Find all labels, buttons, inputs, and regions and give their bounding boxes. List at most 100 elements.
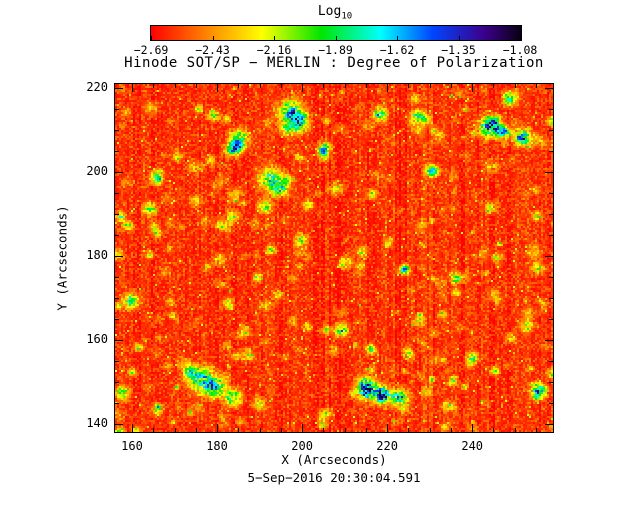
x-minor-tick	[493, 84, 495, 88]
x-minor-tick	[174, 84, 176, 88]
x-minor-tick	[535, 428, 537, 432]
y-minor-tick	[115, 234, 119, 236]
x-minor-tick	[259, 84, 261, 88]
y-major-tick	[115, 339, 123, 341]
x-minor-tick	[408, 84, 410, 88]
y-minor-tick	[549, 276, 553, 278]
y-minor-tick	[115, 402, 119, 404]
y-minor-tick	[549, 297, 553, 299]
x-tick-label: 160	[121, 439, 143, 453]
timestamp: 5−Sep−2016 20:30:04.591	[247, 470, 421, 485]
x-minor-tick	[259, 428, 261, 432]
x-tick-label: 180	[206, 439, 228, 453]
y-tick-label: 220	[86, 80, 108, 95]
y-major-tick	[545, 423, 553, 425]
colorbar-tick-label: −2.16	[256, 43, 292, 57]
x-minor-tick	[280, 428, 282, 432]
x-minor-tick	[323, 428, 325, 432]
y-minor-tick	[549, 109, 553, 111]
x-tick-label: 220	[376, 439, 398, 453]
colorbar-title-sub: 10	[341, 11, 353, 22]
y-major-tick	[115, 255, 123, 257]
heatmap-canvas	[115, 84, 553, 432]
colorbar-tick	[520, 36, 521, 40]
colorbar-tick	[151, 36, 152, 40]
x-minor-tick	[238, 84, 240, 88]
plot-area	[114, 83, 554, 433]
y-minor-tick	[115, 213, 119, 215]
x-minor-tick	[429, 84, 431, 88]
y-major-tick	[115, 88, 123, 90]
x-tick-label: 240	[461, 439, 484, 453]
x-minor-tick	[535, 84, 537, 88]
x-major-tick	[217, 424, 219, 432]
y-minor-tick	[549, 151, 553, 153]
x-major-tick	[387, 84, 389, 92]
x-axis-label: X (Arcseconds)	[281, 452, 387, 467]
colorbar-tick-label: −1.62	[379, 43, 415, 57]
plot-title: Hinode SOT/SP − MERLIN : Degree of Polar…	[124, 55, 544, 71]
x-minor-tick	[323, 84, 325, 88]
x-tick-label: 200	[291, 439, 313, 453]
colorbar-tick-label: −1.89	[318, 43, 353, 57]
y-minor-tick	[115, 276, 119, 278]
x-minor-tick	[195, 428, 197, 432]
x-minor-tick	[450, 84, 452, 88]
x-major-tick	[217, 84, 219, 92]
x-major-tick	[132, 424, 133, 432]
x-minor-tick	[280, 84, 282, 88]
colorbar-tick	[212, 36, 214, 40]
y-minor-tick	[115, 297, 119, 299]
y-minor-tick	[549, 381, 553, 383]
colorbar-tick	[458, 36, 460, 40]
x-minor-tick	[365, 84, 367, 88]
y-minor-tick	[115, 360, 119, 362]
y-minor-tick	[549, 130, 553, 132]
y-minor-tick	[549, 402, 553, 404]
x-minor-tick	[344, 84, 346, 88]
x-minor-tick	[493, 428, 495, 432]
x-minor-tick	[408, 428, 410, 432]
colorbar-title-main: Log	[317, 4, 342, 19]
y-minor-tick	[115, 381, 119, 383]
y-tick-label: 180	[86, 247, 108, 262]
y-minor-tick	[115, 109, 119, 111]
y-minor-tick	[115, 318, 119, 320]
y-minor-tick	[549, 234, 553, 236]
colorbar	[150, 25, 522, 41]
y-tick-label: 160	[86, 331, 108, 346]
x-major-tick	[472, 84, 474, 92]
x-major-tick	[132, 84, 133, 92]
colorbar-tick-label: −1.35	[441, 43, 476, 57]
y-minor-tick	[549, 360, 553, 362]
x-major-tick	[387, 424, 389, 432]
y-minor-tick	[549, 318, 553, 320]
colorbar-tick-label: −2.43	[195, 43, 230, 57]
colorbar-tick	[397, 36, 398, 40]
x-minor-tick	[365, 428, 367, 432]
y-minor-tick	[115, 130, 119, 132]
x-minor-tick	[450, 428, 452, 432]
y-tick-label: 200	[86, 164, 108, 179]
colorbar-tick	[274, 36, 275, 40]
x-minor-tick	[514, 84, 516, 88]
y-minor-tick	[549, 213, 553, 215]
y-major-tick	[545, 88, 553, 90]
x-minor-tick	[514, 428, 516, 432]
x-minor-tick	[344, 428, 346, 432]
y-major-tick	[545, 172, 553, 174]
x-minor-tick	[238, 428, 240, 432]
y-major-tick	[115, 172, 123, 174]
y-tick-label: 140	[86, 415, 108, 430]
colorbar-tick-label: −1.08	[502, 43, 538, 57]
x-minor-tick	[429, 428, 431, 432]
x-major-tick	[302, 424, 304, 432]
y-minor-tick	[549, 193, 553, 194]
x-major-tick	[472, 424, 474, 432]
y-minor-tick	[115, 193, 119, 194]
colorbar-tick-label: −2.69	[133, 43, 169, 57]
y-minor-tick	[115, 151, 119, 153]
colorbar-tick	[335, 36, 337, 40]
x-minor-tick	[195, 84, 197, 88]
